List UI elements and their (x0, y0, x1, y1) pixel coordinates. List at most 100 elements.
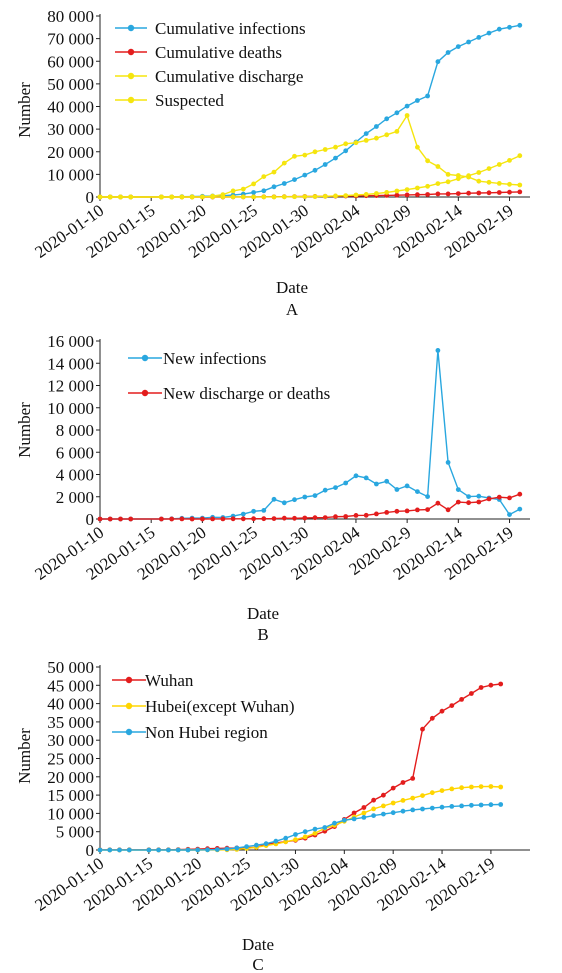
data-point (261, 516, 267, 522)
data-point (394, 129, 400, 134)
data-point (312, 167, 318, 173)
y-tick-label: 8 000 (56, 421, 94, 440)
data-point (271, 496, 277, 502)
series-suspected (97, 113, 523, 200)
data-point (439, 804, 445, 810)
data-point (486, 190, 492, 196)
data-point (353, 473, 359, 479)
data-point (254, 842, 259, 848)
data-point (445, 460, 451, 465)
chart-plot-b: 0 2 000 4 000 6 000 8 000 10 000 12 000 14 000 1… (31, 332, 530, 584)
data-point (244, 844, 250, 849)
data-point (128, 194, 134, 200)
data-point (210, 516, 216, 522)
data-point (159, 516, 164, 522)
data-point (415, 144, 420, 150)
data-point (466, 39, 471, 45)
data-point (361, 815, 367, 820)
data-point (486, 30, 492, 36)
y-tick-label: 0 (86, 510, 95, 529)
data-point (156, 847, 162, 853)
data-point (394, 188, 400, 194)
data-point (281, 194, 287, 200)
y-axis-label-a: Number (15, 82, 34, 138)
data-point (302, 829, 308, 835)
data-point (363, 131, 369, 137)
data-point (302, 515, 308, 521)
data-point (332, 820, 337, 826)
data-point (302, 494, 308, 500)
y-tick-label: 30 000 (47, 120, 94, 139)
data-point (240, 516, 246, 522)
data-point (333, 514, 338, 520)
data-point (97, 516, 103, 522)
data-point (517, 491, 523, 497)
data-point (97, 194, 103, 200)
data-point (415, 507, 420, 513)
data-point (312, 830, 318, 836)
data-point (293, 837, 298, 843)
data-point (374, 135, 379, 141)
data-point (415, 489, 420, 494)
data-point (476, 178, 482, 184)
data-point (374, 191, 379, 196)
data-point (322, 825, 328, 830)
y-tick-label: 16 000 (47, 332, 94, 351)
data-point (333, 144, 338, 150)
data-point (343, 141, 349, 147)
y-tick-label: 25 000 (47, 750, 94, 769)
data-point (394, 110, 400, 116)
data-point (404, 192, 410, 198)
data-point (273, 838, 279, 844)
y-tick-label: 50 000 (47, 75, 94, 94)
data-point (292, 497, 297, 503)
data-point (459, 785, 464, 791)
data-point (374, 481, 379, 487)
legend-marker (125, 728, 133, 736)
data-point (517, 153, 523, 159)
data-point (466, 190, 471, 196)
y-tick-label: 10 000 (47, 399, 94, 418)
data-point (381, 811, 386, 817)
data-point (312, 493, 318, 498)
data-point (107, 516, 113, 522)
data-point (371, 806, 376, 812)
y-tick-label: 40 000 (47, 695, 94, 714)
data-point (146, 847, 152, 853)
data-point (343, 480, 349, 486)
data-point (498, 681, 504, 687)
y-tick-label: 50 000 (47, 658, 94, 677)
data-point (496, 181, 502, 186)
data-point (361, 810, 367, 816)
data-point (404, 187, 410, 193)
data-point (371, 797, 376, 803)
data-point (292, 153, 297, 159)
data-point (361, 805, 367, 810)
x-axis-label-a: Date (276, 278, 308, 297)
y-tick-label: 2 000 (56, 488, 94, 507)
panel-label-c: C (252, 955, 263, 973)
y-tick-label: 60 000 (47, 52, 94, 71)
data-point (210, 193, 216, 199)
data-point (466, 494, 471, 499)
y-tick-label: 40 000 (47, 98, 94, 117)
data-point (439, 708, 445, 714)
data-point (343, 148, 349, 154)
data-point (455, 173, 461, 178)
data-point (261, 508, 267, 513)
data-point (476, 35, 482, 40)
data-point (400, 780, 406, 785)
data-point (381, 792, 386, 798)
data-point (445, 507, 451, 513)
data-point (496, 190, 502, 195)
data-point (496, 494, 502, 500)
data-point (476, 499, 482, 505)
data-point (281, 515, 287, 521)
data-point (394, 487, 400, 492)
data-point (302, 834, 308, 840)
legend-label: Hubei(except Wuhan) (145, 697, 295, 716)
data-point (478, 802, 484, 808)
data-point (363, 512, 369, 518)
data-point (410, 776, 416, 781)
